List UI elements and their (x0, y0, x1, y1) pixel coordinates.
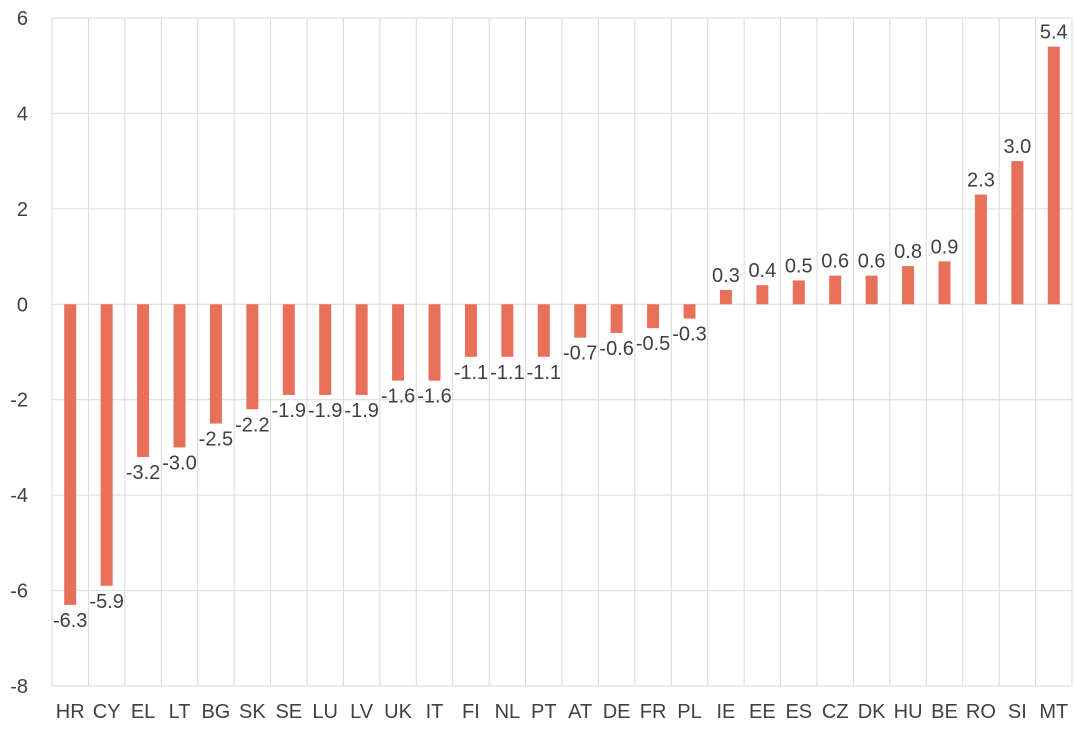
x-category-label-mt: MT (1039, 701, 1068, 723)
x-category-label-fi: FI (462, 701, 480, 723)
y-tick-label: -4 (10, 485, 28, 507)
data-label-hu: 0.8 (894, 241, 922, 263)
bar-lt (173, 304, 186, 448)
bar-ie (719, 289, 732, 305)
data-labels: -6.3-5.9-3.2 -3.0-2.5-2.2-1.9 -1.9 -1.9-1.6… (53, 22, 1068, 632)
data-label-fi: -1.1 (454, 362, 488, 384)
data-label-uk: -1.6 (381, 386, 415, 408)
bar-fi (464, 304, 477, 357)
x-category-label-at: AT (568, 701, 592, 723)
y-tick-label: 4 (17, 103, 28, 125)
x-category-label-si: SI (1008, 701, 1027, 723)
data-label-be: 0.9 (931, 236, 959, 258)
bar-mt (1047, 46, 1060, 305)
bar-hu (902, 266, 915, 305)
bar-sk (246, 304, 259, 410)
x-category-label-ie: IE (716, 701, 735, 723)
data-label-si: 3.0 (1003, 136, 1031, 158)
bar-lu (319, 304, 332, 395)
data-label-hr: -6.3 (53, 610, 87, 632)
data-label-cy: -5.9 (89, 591, 123, 613)
x-category-label-bg: BG (201, 701, 230, 723)
y-tick-label: 6 (17, 8, 28, 30)
bar-it (428, 304, 441, 381)
x-category-label-it: IT (426, 701, 444, 723)
bar-hr (64, 304, 77, 605)
bar-be (938, 261, 951, 305)
x-category-label-lt: LT (169, 701, 191, 723)
x-category-label-nl: NL (495, 701, 521, 723)
bar-cz (829, 275, 842, 305)
data-label-ie: 0.3 (712, 265, 740, 287)
data-label-de: -0.6 (599, 338, 633, 360)
bar-bg (209, 304, 222, 424)
x-category-label-dk: DK (858, 701, 886, 723)
data-label-se: -1.9 (272, 400, 306, 422)
data-label-cz: 0.6 (821, 251, 849, 273)
bar-ro (974, 194, 987, 305)
bar-pl (683, 304, 696, 319)
x-category-label-be: BE (931, 701, 958, 723)
bar-si (1011, 161, 1024, 305)
y-tick-label: -8 (10, 676, 28, 698)
x-category-label-el: EL (131, 701, 155, 723)
data-label-pl: -0.3 (672, 324, 706, 346)
x-category-label-se: SE (275, 701, 302, 723)
bar-cy (100, 304, 113, 586)
bar-nl (501, 304, 514, 357)
bar-lv (355, 304, 368, 395)
bar-de (610, 304, 623, 333)
bar-uk (392, 304, 405, 381)
y-tick-label: 2 (17, 199, 28, 221)
y-tick-label: -6 (10, 581, 28, 603)
data-label-es: 0.5 (785, 255, 813, 277)
data-label-nl: -1.1 (490, 362, 524, 384)
x-category-label-es: ES (785, 701, 812, 723)
bars (64, 46, 1060, 605)
grid-lines (51, 17, 1073, 687)
x-category-label-de: DE (603, 701, 631, 723)
x-axis-category-labels: HR CY EL LT BG SK SE LU LV UK IT FI NL PT AT DE FR PL IE EE… (56, 701, 1068, 723)
data-label-el: -3.2 (126, 462, 160, 484)
data-label-ro: 2.3 (967, 170, 995, 192)
x-category-label-pl: PL (677, 701, 701, 723)
x-category-label-lu: LU (312, 701, 338, 723)
y-axis-tick-labels: 6 4 2 0 -2 -4 -6 -8 (10, 8, 28, 698)
bar-pt (537, 304, 550, 357)
x-category-label-cy: CY (93, 701, 121, 723)
data-label-mt: 5.4 (1040, 22, 1068, 44)
x-category-label-pt: PT (531, 701, 557, 723)
x-category-label-ro: RO (966, 701, 996, 723)
x-category-label-ee: EE (749, 701, 776, 723)
bar-es (792, 280, 805, 305)
x-category-label-uk: UK (384, 701, 412, 723)
bar-fr (647, 304, 660, 329)
data-label-lu: -1.9 (308, 400, 342, 422)
bar-at (574, 304, 587, 338)
bar-dk (865, 275, 878, 305)
data-label-ee: 0.4 (748, 260, 776, 282)
bar-ee (756, 285, 769, 305)
bar-el (137, 304, 150, 457)
data-label-at: -0.7 (563, 343, 597, 365)
data-label-lt: -3.0 (162, 452, 196, 474)
x-category-label-sk: SK (239, 701, 266, 723)
data-label-bg: -2.5 (199, 429, 233, 451)
x-category-label-cz: CZ (822, 701, 849, 723)
y-tick-label: -2 (10, 390, 28, 412)
bar-se (282, 304, 295, 395)
data-label-sk: -2.2 (235, 414, 269, 436)
x-category-label-hr: HR (56, 701, 85, 723)
x-category-label-fr: FR (640, 701, 667, 723)
y-tick-label: 0 (17, 294, 28, 316)
data-label-fr: -0.5 (636, 333, 670, 355)
data-label-lv: -1.9 (344, 400, 378, 422)
data-label-it: -1.6 (417, 386, 451, 408)
x-category-label-hu: HU (894, 701, 923, 723)
data-label-pt: -1.1 (527, 362, 561, 384)
x-category-label-lv: LV (350, 701, 374, 723)
data-label-dk: 0.6 (858, 251, 886, 273)
